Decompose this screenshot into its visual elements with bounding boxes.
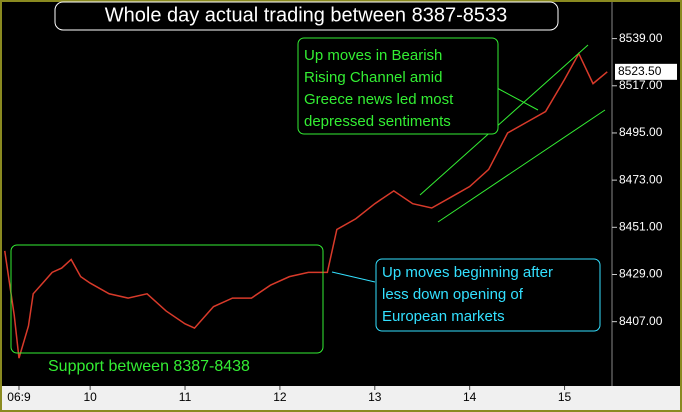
annotation-text: Support between 8387-8438 xyxy=(48,358,250,375)
annotation-box xyxy=(297,37,499,135)
plot xyxy=(4,38,617,390)
x-tick-label: 13 xyxy=(368,390,382,404)
annotation-text: Rising Channel amid xyxy=(304,69,442,86)
price-line xyxy=(4,51,608,359)
annotation-box xyxy=(375,258,601,332)
title-box xyxy=(54,1,559,31)
annotation-text: Greece news led most xyxy=(304,91,454,108)
annotation-text: Up moves in Bearish xyxy=(304,47,442,64)
y-tick-label: 8407.00 xyxy=(619,314,663,328)
annotation-text: depressed sentiments xyxy=(304,113,451,130)
x-tick-label: 10 xyxy=(83,390,97,404)
support-box xyxy=(10,244,324,354)
y-tick-label: 8539.00 xyxy=(619,31,663,45)
chart-title: Whole day actual trading between 8387-85… xyxy=(105,4,508,26)
x-axis-strip xyxy=(0,386,682,412)
channel-line xyxy=(419,44,589,196)
annotation-text: Up moves beginning after xyxy=(382,264,553,281)
y-tick-label: 8451.00 xyxy=(619,219,663,233)
last-price-label: 8523.50 xyxy=(618,64,662,78)
annotation-text: less down opening of xyxy=(382,286,524,303)
x-tick-label: 11 xyxy=(179,390,192,404)
channel-line xyxy=(437,109,606,223)
y-tick-label: 8429.00 xyxy=(619,267,663,281)
y-tick-label: 8473.00 xyxy=(619,172,663,186)
x-tick-label: 06:9 xyxy=(7,390,31,404)
y-tick-label: 8517.00 xyxy=(619,78,663,92)
last-price-box xyxy=(615,63,677,80)
x-tick-label: 15 xyxy=(558,390,572,404)
y-tick-label: 8495.00 xyxy=(619,125,663,139)
x-tick-label: 12 xyxy=(273,390,287,404)
pointer-line xyxy=(331,271,376,283)
x-tick-label: 14 xyxy=(463,390,477,404)
annotation-text: European markets xyxy=(382,308,505,325)
pointer-line xyxy=(496,87,539,111)
